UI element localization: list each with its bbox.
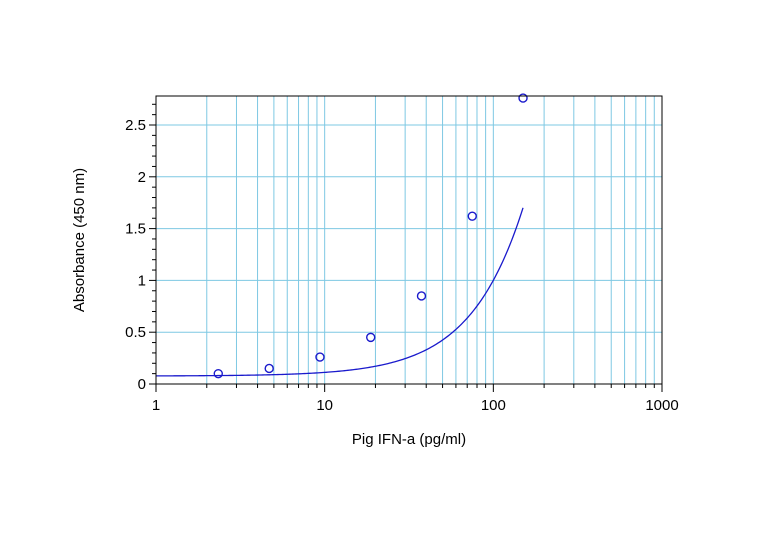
x-tick-label: 1 bbox=[152, 397, 160, 414]
y-tick-label: 2 bbox=[138, 169, 146, 186]
y-axis-label: Absorbance (450 nm) bbox=[71, 168, 88, 312]
fit-curve-layer bbox=[155, 207, 524, 377]
y-tick-labels: 0 0.5 1 1.5 2 2.5 bbox=[125, 117, 146, 393]
y-tick-label: 1 bbox=[138, 272, 146, 289]
x-tick-label: 100 bbox=[481, 397, 506, 414]
data-point bbox=[518, 93, 528, 103]
data-points bbox=[213, 93, 528, 379]
x-axis-label: Pig IFN-a (pg/ml) bbox=[352, 431, 466, 448]
y-tick-label: 0.5 bbox=[125, 324, 146, 341]
data-point bbox=[315, 352, 325, 362]
data-point bbox=[213, 368, 223, 379]
data-point bbox=[416, 291, 427, 301]
axes bbox=[149, 95, 663, 392]
y-tick-label: 1.5 bbox=[125, 221, 146, 238]
plot-frame bbox=[155, 95, 663, 385]
data-point bbox=[264, 363, 274, 374]
y-tick-label: 2.5 bbox=[125, 117, 146, 134]
data-point bbox=[467, 211, 477, 221]
fit-curve bbox=[155, 207, 524, 377]
data-point bbox=[366, 332, 376, 343]
grid-lines bbox=[155, 96, 663, 385]
x-tick-labels: 1 10 100 1000 bbox=[152, 397, 679, 414]
x-tick-label: 10 bbox=[316, 397, 333, 414]
y-tick-label: 0 bbox=[138, 376, 146, 393]
x-tick-label: 1000 bbox=[645, 397, 678, 414]
